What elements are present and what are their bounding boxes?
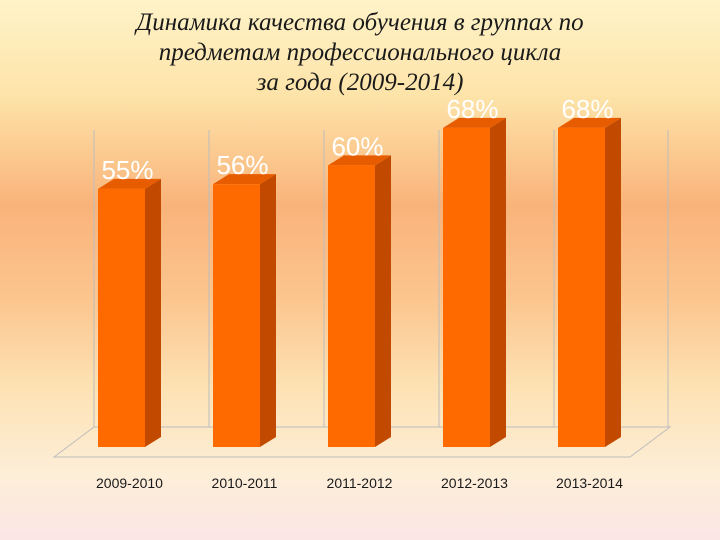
title-line-3: за года (2009-2014) xyxy=(256,69,464,96)
value-label-2012-2013: 68% xyxy=(446,94,498,124)
bar-top-2011-2012 xyxy=(328,155,391,166)
chart-title: Динамика качества обучения в группах по … xyxy=(0,8,720,98)
bar-top-2013-2014 xyxy=(558,117,621,128)
x-tick-label-2013-2014: 2013-2014 xyxy=(556,475,623,491)
value-label-2011-2012: 60% xyxy=(331,131,383,161)
value-label-2009-2010: 55% xyxy=(101,155,153,185)
title-line-2: предметам профессионального цикла xyxy=(158,39,562,66)
bar-2009-2010 xyxy=(98,188,145,447)
value-label-2013-2014: 68% xyxy=(561,94,613,124)
bar-side-2010-2011 xyxy=(260,174,276,447)
bar-top-2010-2011 xyxy=(213,174,276,185)
bar-2010-2011 xyxy=(213,184,260,447)
bar-side-2012-2013 xyxy=(490,117,506,447)
x-tick-label-2011-2012: 2011-2012 xyxy=(327,475,393,491)
bar-2011-2012 xyxy=(328,165,375,447)
x-tick-label-2010-2011: 2010-2011 xyxy=(212,475,278,491)
x-tick-label-2012-2013: 2012-2013 xyxy=(441,475,508,491)
bar-2013-2014 xyxy=(558,127,605,447)
bar-side-2009-2010 xyxy=(145,178,161,447)
title-line-1: Динамика качества обучения в группах по xyxy=(136,9,584,36)
x-tick-label-2009-2010: 2009-2010 xyxy=(96,475,163,491)
bar-top-2012-2013 xyxy=(443,117,506,128)
bar-top-2009-2010 xyxy=(98,178,161,189)
bar-side-2011-2012 xyxy=(375,155,391,447)
value-label-2010-2011: 56% xyxy=(216,150,268,180)
bar-2012-2013 xyxy=(443,127,490,447)
bar-side-2013-2014 xyxy=(605,117,621,447)
